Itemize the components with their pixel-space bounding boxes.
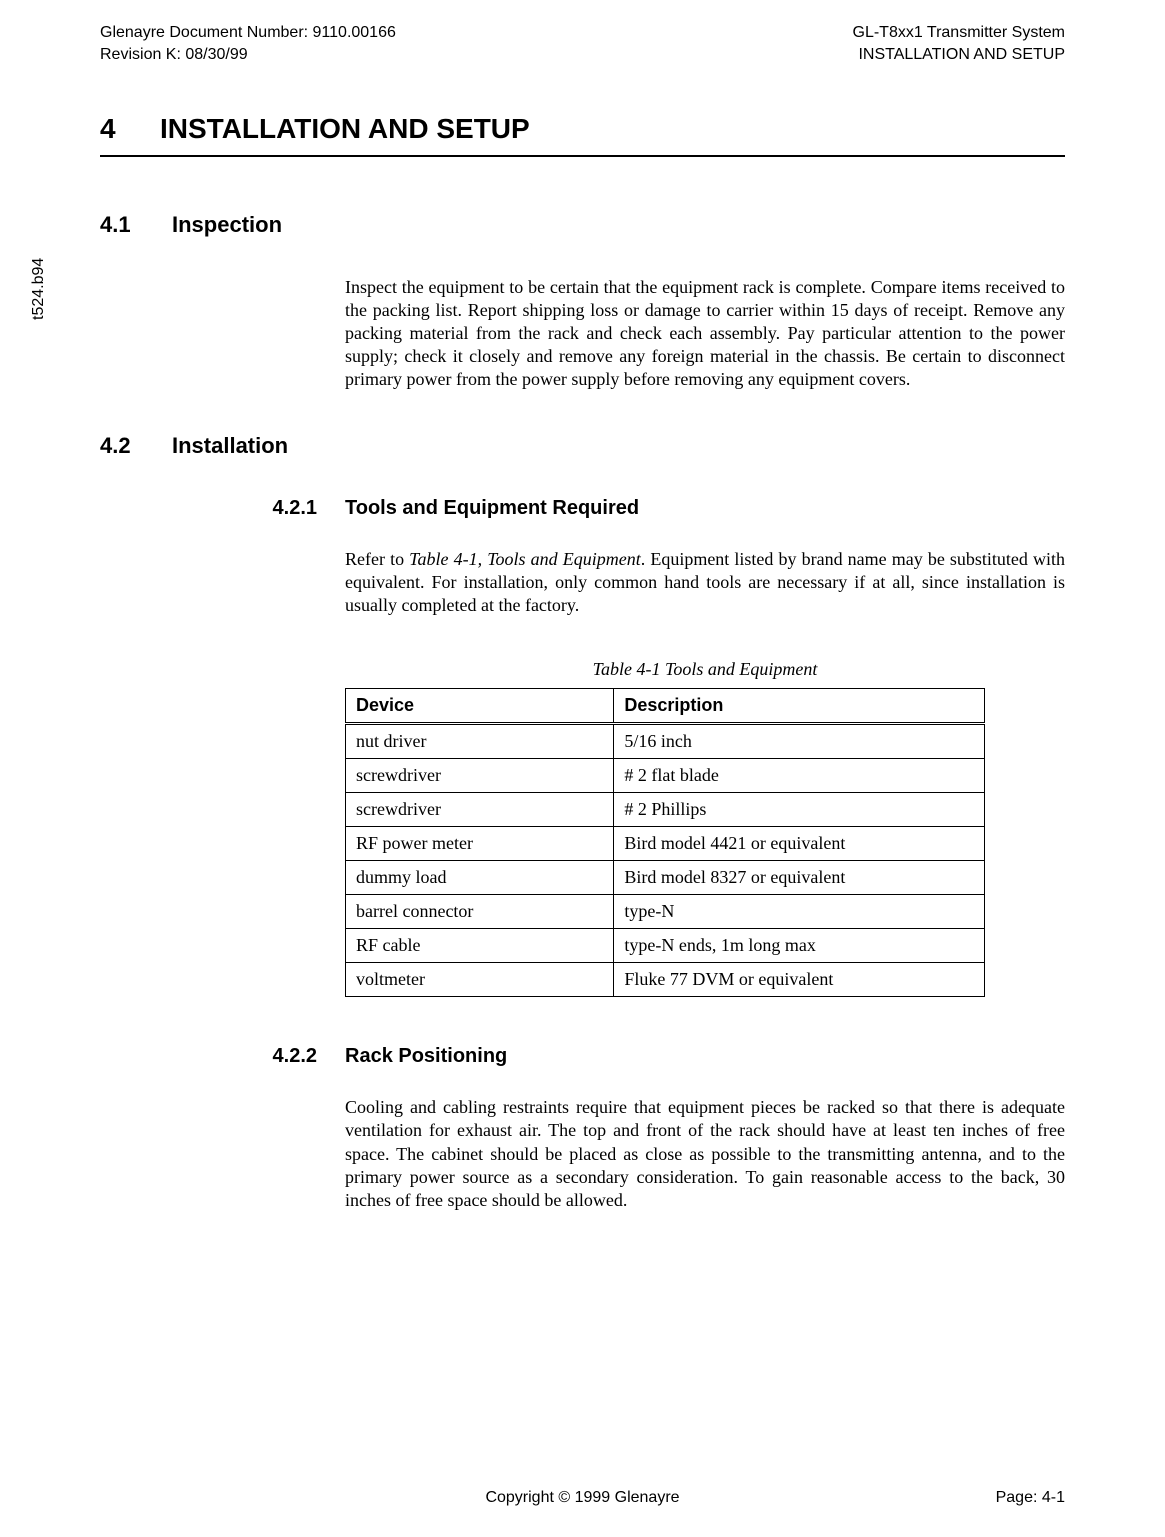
cell-device: RF power meter: [346, 827, 614, 861]
section-4-1-title: Inspection: [172, 212, 282, 237]
page-header: Glenayre Document Number: 9110.00166 Rev…: [100, 22, 1065, 65]
cell-device: voltmeter: [346, 963, 614, 997]
section-4-2-1-title: Tools and Equipment Required: [345, 497, 639, 520]
section-4-2-1-body: Refer to Table 4-1, Tools and Equipment.…: [345, 548, 1065, 617]
cell-device: barrel connector: [346, 895, 614, 929]
table-caption: Table 4-1 Tools and Equipment: [345, 659, 1065, 680]
cell-desc: 5/16 inch: [614, 724, 985, 759]
section-4-2-heading: 4.2Installation: [100, 433, 1065, 459]
doc-number: Glenayre Document Number: 9110.00166: [100, 22, 396, 44]
revision: Revision K: 08/30/99: [100, 44, 396, 66]
table-row: RF cabletype-N ends, 1m long max: [346, 929, 985, 963]
section-4-1-number: 4.1: [100, 212, 172, 238]
section-4-2-2-title: Rack Positioning: [345, 1045, 507, 1068]
section-4-2-1-heading: 4.2.1 Tools and Equipment Required: [100, 497, 1065, 520]
table-row: barrel connectortype-N: [346, 895, 985, 929]
table-header-row: Device Description: [346, 689, 985, 724]
section-4-2-2-number: 4.2.2: [100, 1045, 345, 1068]
section-4-1-heading: 4.1Inspection: [100, 212, 1065, 238]
footer-copyright: Copyright © 1999 Glenayre: [100, 1489, 1065, 1507]
table-row: dummy loadBird model 8327 or equivalent: [346, 861, 985, 895]
page: Glenayre Document Number: 9110.00166 Rev…: [0, 0, 1165, 1537]
page-footer: Copyright © 1999 Glenayre Page: 4-1: [100, 1489, 1065, 1507]
section-name: INSTALLATION AND SETUP: [853, 44, 1066, 66]
body-pre: Refer to: [345, 549, 409, 569]
cell-device: nut driver: [346, 724, 614, 759]
cell-desc: # 2 flat blade: [614, 759, 985, 793]
chapter-heading: 4INSTALLATION AND SETUP: [100, 113, 1065, 145]
section-4-2-title: Installation: [172, 433, 288, 458]
system-name: GL-T8xx1 Transmitter System: [853, 22, 1066, 44]
cell-desc: Bird model 4421 or equivalent: [614, 827, 985, 861]
tools-table: Device Description nut driver5/16 inch s…: [345, 688, 985, 997]
table-row: nut driver5/16 inch: [346, 724, 985, 759]
title-rule: [100, 155, 1065, 157]
section-4-1-body: Inspect the equipment to be certain that…: [345, 276, 1065, 391]
body-em: Table 4-1, Tools and Equipment: [409, 549, 641, 569]
cell-device: screwdriver: [346, 793, 614, 827]
section-4-2-1-number: 4.2.1: [100, 497, 345, 520]
cell-device: RF cable: [346, 929, 614, 963]
section-4-2-2-body: Cooling and cabling restraints require t…: [345, 1096, 1065, 1211]
chapter-number: 4: [100, 113, 160, 145]
header-left: Glenayre Document Number: 9110.00166 Rev…: [100, 22, 396, 65]
table-row: voltmeterFluke 77 DVM or equivalent: [346, 963, 985, 997]
cell-device: screwdriver: [346, 759, 614, 793]
table-row: screwdriver# 2 flat blade: [346, 759, 985, 793]
table-row: RF power meterBird model 4421 or equival…: [346, 827, 985, 861]
cell-desc: type-N ends, 1m long max: [614, 929, 985, 963]
cell-desc: type-N: [614, 895, 985, 929]
cell-desc: Bird model 8327 or equivalent: [614, 861, 985, 895]
table-row: screwdriver# 2 Phillips: [346, 793, 985, 827]
cell-desc: # 2 Phillips: [614, 793, 985, 827]
side-label: t524.b94: [30, 258, 48, 320]
section-4-2-2-heading: 4.2.2 Rack Positioning: [100, 1045, 1065, 1068]
col-description: Description: [614, 689, 985, 724]
section-4-2-number: 4.2: [100, 433, 172, 459]
cell-device: dummy load: [346, 861, 614, 895]
cell-desc: Fluke 77 DVM or equivalent: [614, 963, 985, 997]
col-device: Device: [346, 689, 614, 724]
chapter-title-text: INSTALLATION AND SETUP: [160, 113, 530, 144]
header-right: GL-T8xx1 Transmitter System INSTALLATION…: [853, 22, 1066, 65]
